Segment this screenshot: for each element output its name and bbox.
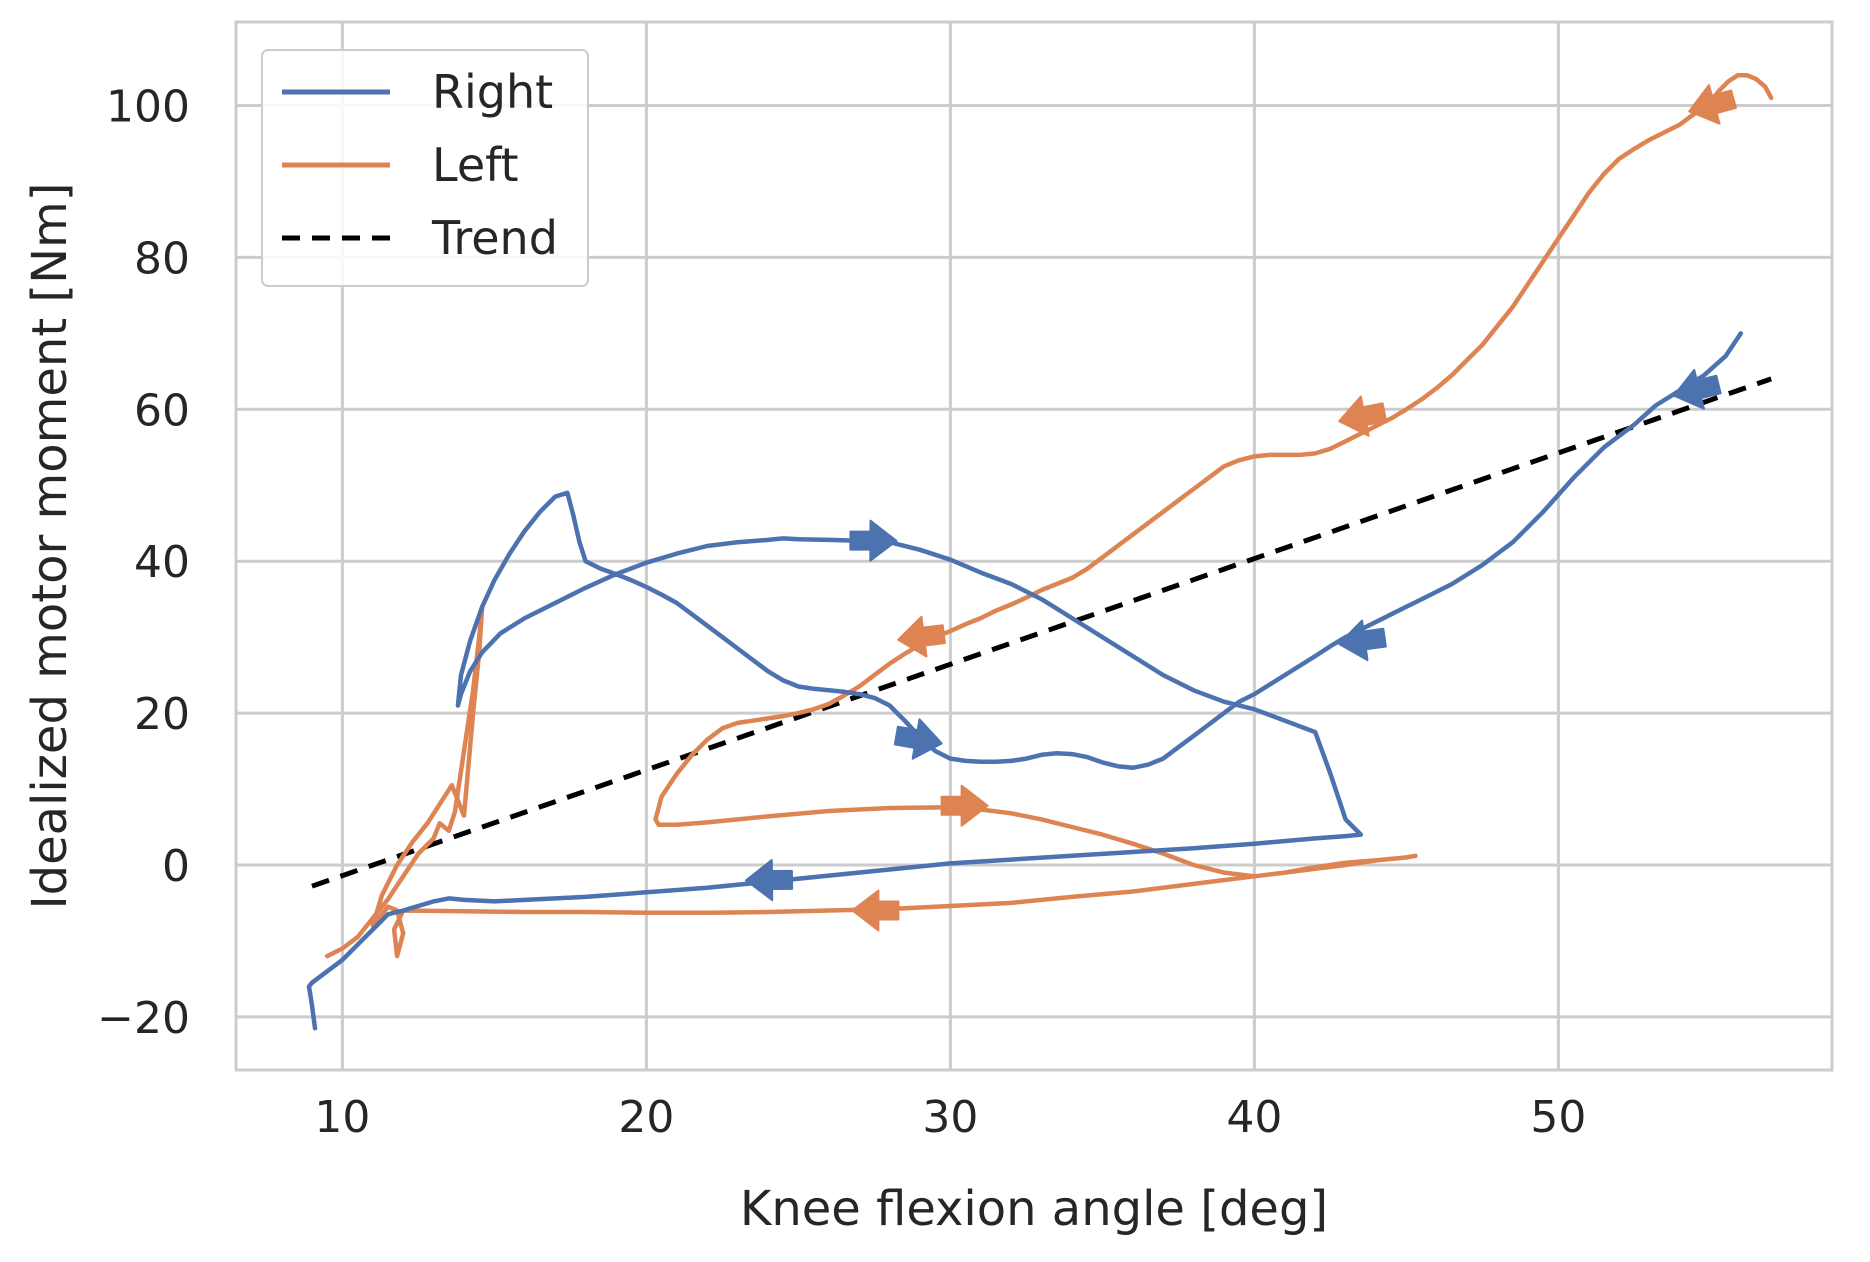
direction-arrow-right (745, 859, 794, 902)
y-tick-label: 40 (134, 537, 190, 588)
plot-frame (234, 20, 1834, 1072)
direction-arrow-right (849, 519, 898, 562)
legend: Right Left Trend (261, 49, 589, 287)
y-tick-label: 80 (134, 233, 190, 284)
y-tick-label: 0 (162, 841, 190, 892)
x-tick-label: 20 (618, 1092, 674, 1143)
direction-arrows (745, 84, 1737, 932)
legend-box (261, 49, 589, 287)
direction-arrow-right (1672, 368, 1722, 410)
gridlines (236, 22, 1832, 1070)
x-tick-label: 30 (922, 1092, 978, 1143)
series-line-left (324, 72, 1774, 959)
y-tick-label: −20 (97, 993, 190, 1044)
y-tick-label: 100 (106, 82, 190, 133)
direction-arrow-left (940, 784, 989, 827)
series-layer (306, 72, 1774, 1031)
direction-arrow-left (1688, 84, 1737, 125)
direction-arrow-right (1338, 619, 1387, 662)
direction-arrow-right (893, 718, 943, 760)
legend-label-right: Right (432, 65, 553, 119)
legend-label-left: Left (432, 138, 519, 192)
direction-arrow-left (897, 615, 946, 658)
x-tick-label: 10 (314, 1092, 370, 1143)
y-axis-label: Idealized motor moment [Nm] (22, 182, 78, 909)
tick-labels: 10 20 30 40 50 −20 0 20 40 60 80 100 (97, 82, 1586, 1143)
x-tick-label: 40 (1226, 1092, 1282, 1143)
x-tick-label: 50 (1530, 1092, 1586, 1143)
direction-arrow-left (851, 889, 900, 932)
direction-arrow-left (1338, 395, 1388, 437)
series-line-right (306, 331, 1744, 1031)
y-tick-label: 20 (134, 689, 190, 740)
x-axis-label: Knee flexion angle [deg] (740, 1181, 1328, 1237)
legend-label-trend: Trend (431, 211, 558, 265)
y-tick-label: 60 (134, 385, 190, 436)
series-line-trend (311, 376, 1773, 889)
